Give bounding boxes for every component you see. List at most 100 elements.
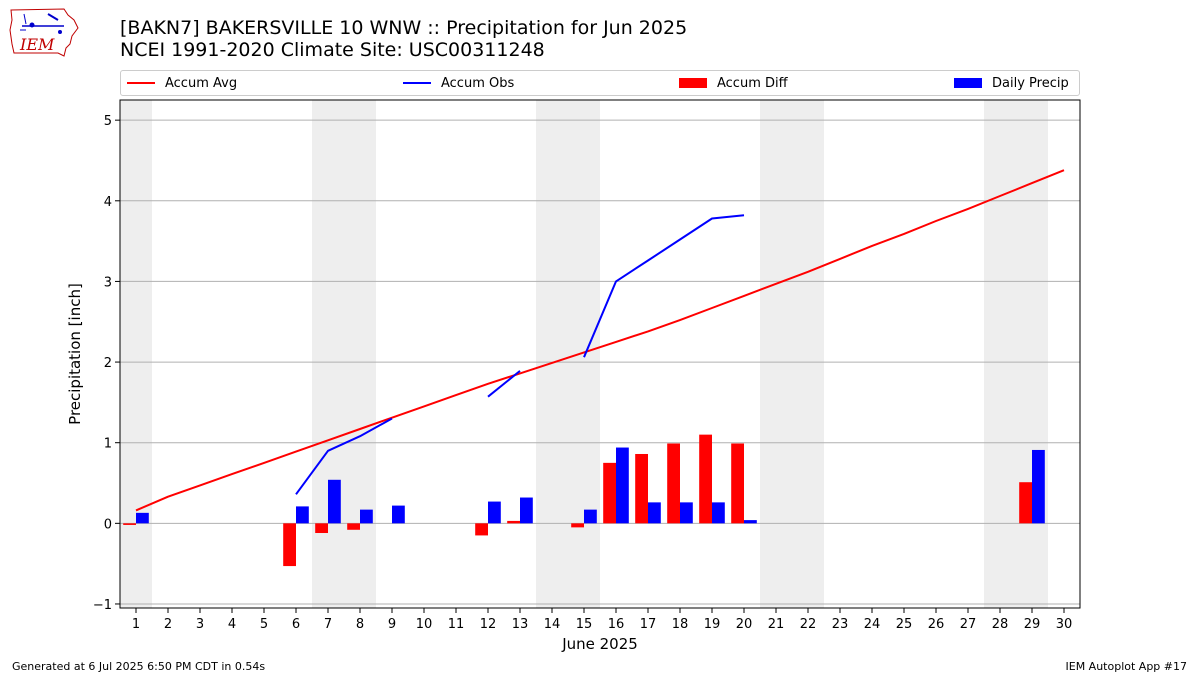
accum-diff-bar bbox=[699, 434, 712, 524]
accum-diff-bar bbox=[571, 523, 584, 528]
daily-precip-bar bbox=[136, 512, 149, 524]
daily-precip-bar bbox=[520, 497, 533, 524]
daily-precip-bar bbox=[744, 520, 757, 524]
accum-diff-bar bbox=[475, 523, 488, 536]
x-tick-label: 27 bbox=[960, 617, 977, 632]
x-tick-label: 7 bbox=[324, 617, 332, 632]
x-tick-label: 23 bbox=[832, 617, 849, 632]
legend-label-accum-diff: Accum Diff bbox=[717, 75, 788, 91]
accum-diff-bar bbox=[635, 453, 648, 524]
x-tick-label: 30 bbox=[1056, 617, 1073, 632]
logo-text: IEM bbox=[19, 35, 55, 54]
daily-precip-bar bbox=[328, 479, 341, 524]
daily-precip-bar bbox=[616, 447, 629, 524]
x-axis-label: June 2025 bbox=[561, 635, 638, 653]
weekend-band bbox=[984, 100, 1048, 608]
x-tick-label: 26 bbox=[928, 617, 945, 632]
legend-label-accum-avg: Accum Avg bbox=[165, 75, 238, 91]
weather-station-icon bbox=[20, 13, 64, 34]
x-tick-label: 4 bbox=[228, 617, 236, 632]
x-tick-label: 11 bbox=[448, 617, 465, 632]
weekend-band bbox=[536, 100, 600, 608]
accum-diff-bar bbox=[507, 520, 520, 524]
x-tick-label: 24 bbox=[864, 617, 881, 632]
x-tick-label: 25 bbox=[896, 617, 913, 632]
accum-obs-line bbox=[295, 417, 393, 495]
accum-obs-line bbox=[583, 214, 745, 358]
accum-obs-line bbox=[487, 370, 521, 398]
legend-swatch-accum-diff bbox=[679, 78, 707, 88]
bars bbox=[123, 434, 1045, 567]
x-tick-label: 14 bbox=[544, 617, 561, 632]
x-tick-label: 15 bbox=[576, 617, 593, 632]
title-line-2: NCEI 1991-2020 Climate Site: USC00311248 bbox=[120, 39, 545, 61]
accum-diff-bar bbox=[667, 443, 680, 524]
accum-diff-bar bbox=[283, 523, 296, 567]
legend-item-accum-diff: Accum Diff bbox=[679, 74, 788, 92]
x-tick-label: 16 bbox=[608, 617, 625, 632]
y-tick-label: 4 bbox=[104, 195, 112, 210]
legend-label-accum-obs: Accum Obs bbox=[441, 75, 515, 91]
weekend-band bbox=[120, 100, 152, 608]
iem-logo: IEM bbox=[9, 8, 79, 57]
accum-diff-bar bbox=[1019, 482, 1032, 524]
weekend-band bbox=[760, 100, 824, 608]
footer-app-id: IEM Autoplot App #17 bbox=[1065, 660, 1188, 673]
x-tick-label: 22 bbox=[800, 617, 817, 632]
plot-frame bbox=[119, 99, 1081, 609]
footer-generated: Generated at 6 Jul 2025 6:50 PM CDT in 0… bbox=[12, 660, 266, 673]
legend-label-daily-precip: Daily Precip bbox=[992, 75, 1069, 91]
x-tick-label: 29 bbox=[1024, 617, 1041, 632]
legend-swatch-accum-avg bbox=[127, 82, 155, 84]
legend-item-daily-precip: Daily Precip bbox=[954, 74, 1069, 92]
daily-precip-bar bbox=[712, 502, 725, 524]
accum-diff-bar bbox=[603, 462, 616, 524]
daily-precip-bar bbox=[584, 509, 597, 524]
chart-title: [BAKN7] BAKERSVILLE 10 WNW :: Precipitat… bbox=[120, 17, 687, 61]
accum-avg-line bbox=[135, 169, 1065, 512]
legend-swatch-daily-precip bbox=[954, 78, 982, 88]
accum-diff-bar bbox=[731, 443, 744, 524]
x-tick-label: 3 bbox=[196, 617, 204, 632]
daily-precip-bar bbox=[360, 509, 373, 524]
accum-diff-bar bbox=[347, 523, 360, 530]
y-tick-label: −1 bbox=[93, 598, 112, 613]
lines bbox=[135, 169, 1065, 512]
daily-precip-bar bbox=[392, 505, 405, 524]
x-tick-label: 9 bbox=[388, 617, 396, 632]
weekend-bands bbox=[120, 100, 1048, 608]
x-tick-label: 28 bbox=[992, 617, 1009, 632]
x-tick-label: 17 bbox=[640, 617, 657, 632]
x-tick-label: 5 bbox=[260, 617, 268, 632]
x-tick-label: 21 bbox=[768, 617, 785, 632]
chart-legend: Accum Avg Accum Obs Accum Diff Daily Pre… bbox=[120, 70, 1080, 96]
grid-lines bbox=[120, 119, 1080, 605]
x-tick-label: 2 bbox=[164, 617, 172, 632]
iowa-state-outline bbox=[9, 8, 79, 57]
accum-diff-bar bbox=[315, 523, 328, 534]
y-axis-label: Precipitation [inch] bbox=[66, 283, 84, 425]
legend-item-accum-avg: Accum Avg bbox=[127, 74, 237, 92]
y-tick-label: 5 bbox=[104, 114, 112, 129]
y-tick-label: 2 bbox=[104, 356, 112, 371]
x-tick-label: 8 bbox=[356, 617, 364, 632]
x-tick-label: 19 bbox=[704, 617, 721, 632]
y-tick-label: 0 bbox=[104, 517, 112, 532]
daily-precip-bar bbox=[1032, 449, 1045, 524]
legend-swatch-accum-obs bbox=[403, 82, 431, 84]
y-tick-label: 1 bbox=[104, 437, 112, 452]
x-tick-label: 10 bbox=[416, 617, 433, 632]
daily-precip-bar bbox=[296, 506, 309, 524]
x-tick-label: 6 bbox=[292, 617, 300, 632]
x-tick-label: 20 bbox=[736, 617, 753, 632]
daily-precip-bar bbox=[488, 501, 501, 524]
x-tick-label: 12 bbox=[480, 617, 497, 632]
daily-precip-bar bbox=[648, 502, 661, 524]
daily-precip-bar bbox=[680, 502, 693, 524]
y-tick-label: 3 bbox=[104, 275, 112, 290]
x-tick-label: 18 bbox=[672, 617, 689, 632]
legend-item-accum-obs: Accum Obs bbox=[403, 74, 514, 92]
accum-diff-bar bbox=[123, 523, 136, 525]
